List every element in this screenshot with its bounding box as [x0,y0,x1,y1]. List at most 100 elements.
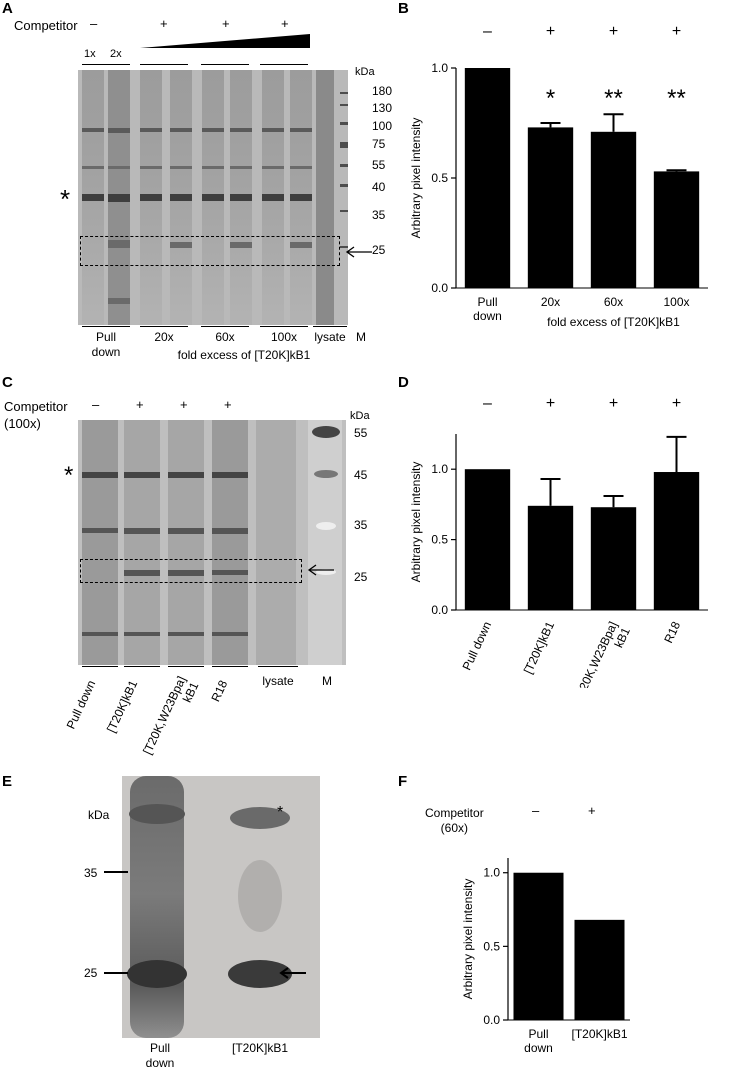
lane-bar [212,666,248,667]
bar [590,507,637,610]
lane-label-60x: 60x [215,330,235,344]
panel-letter-e: E [2,773,13,790]
marker-35-c: 35 [354,518,368,532]
sign-a-3: + [222,16,230,31]
lane-label-m-a: M [356,330,366,344]
y-tick-label: 0.5 [431,171,448,185]
panel-letter-a: A [2,0,13,17]
marker-100: 100 [372,119,393,133]
lane-bar [313,326,347,327]
y-tick-label: 0.0 [431,281,448,295]
marker-40: 40 [372,180,386,194]
competitor-label-c: Competitor (100x) [4,399,68,431]
panel-letter-c: C [2,374,13,391]
y-tick-label: 1.0 [483,866,500,880]
lane-label-pulldown-e: Pull down [145,1041,175,1070]
marker-tick-25 [104,972,128,974]
competitor-label-f: Competitor (60x) [425,806,484,835]
competitor-sign: + [672,23,681,40]
lane-bar [260,64,308,65]
star-marker-c: * [64,462,74,489]
bar [464,469,511,610]
bar [574,919,625,1020]
y-tick-label: 0.5 [483,939,500,953]
competitor-sign: – [483,23,492,40]
lane-label-20x: 20x [154,330,174,344]
marker-55: 55 [372,158,386,172]
sign-c-1: – [92,397,100,412]
lane-label-t20k-e: [T20K]kB1 [231,1041,289,1055]
kda-unit-c: kDa [350,410,370,422]
competitor-label-a: Competitor [14,18,78,33]
sign-a-2: + [160,16,168,31]
x-category-label: R18 [661,619,683,645]
marker-75: 75 [372,137,386,151]
panel-letter-d: D [398,374,409,391]
x-category-label: 60x [604,295,623,309]
lane-bar [140,326,188,327]
panel-letter-f: F [398,773,408,790]
loading-1x: 1x [84,48,96,60]
competitor-sign: – [483,395,492,412]
marker-45-c: 45 [354,468,368,482]
marker-180: 180 [372,84,393,98]
marker-35-e: 35 [84,866,98,880]
y-tick-label: 1.0 [431,61,448,75]
y-axis-label: Arbitrary pixel intensity [409,462,423,583]
significance-mark: * [546,85,555,112]
arrow-icon [279,967,306,979]
sign-a-1: – [90,16,98,31]
lane-label-100x: 100x [270,330,298,344]
sign-c-2: + [136,397,144,412]
competitor-sign: + [546,395,555,412]
bar [464,68,511,288]
x-axis-label: fold excess of [T20K]kB1 [547,315,680,329]
kda-unit-a: kDa [355,66,375,78]
concentration-wedge [140,34,310,48]
significance-mark: ** [604,85,623,112]
marker-tick-35 [104,871,128,873]
arrow-icon [345,246,372,258]
bar [653,171,700,288]
x-category-label: [T20K,W23Bpa]kB1 [572,619,633,688]
marker-35: 35 [372,208,386,222]
lane-label-m-c: M [322,674,332,688]
lane-bar [258,666,298,667]
sign-f-1: – [532,803,540,818]
x-category-label: Pull down [460,619,495,672]
marker-25-e: 25 [84,966,98,980]
lane-label-lysate-c: lysate [262,674,294,688]
marker-130: 130 [372,101,393,115]
star-marker-a: * [60,184,71,214]
bar-chart-b: – + + +0.0 0.5 1.0 Arbitrary pixel intensity Pu… [409,23,708,329]
lane-bar [124,666,160,667]
x-category-label: 100x [663,295,689,309]
bar [513,872,564,1020]
y-tick-label: 0.5 [431,533,448,547]
lane-bar [168,666,204,667]
competitor-sign: + [546,23,555,40]
y-tick-label: 0.0 [431,603,448,617]
gel-image-a [78,70,348,325]
sign-a-4: + [281,16,289,31]
gel-image-c [78,420,346,665]
lane-bar [140,64,188,65]
x-category-label: Pull down [473,295,502,323]
lane-bar [82,666,118,667]
lane-bar [260,326,308,327]
significance-mark: ** [667,85,686,112]
marker-55-c: 55 [354,426,368,440]
sign-c-3: + [180,397,188,412]
competitor-sign: + [609,395,618,412]
bar-chart-d: – + + +0.0 0.5 1.0 Arbitrary pixel intensity Pu… [409,395,708,688]
bar-chart-f: 0.0 0.5 1.0 Arbitrary pixel intensity Pull do… [461,858,630,1055]
kda-unit-e: kDa [88,808,110,822]
competitor-sign: + [672,395,681,412]
marker-25: 25 [372,243,386,257]
bar [527,127,574,289]
arrow-icon [307,564,334,576]
lane-bar [201,326,249,327]
x-category-label: 20x [541,295,560,309]
x-category-label: [T20K]kB1 [521,619,558,676]
band-highlight-c [80,559,302,583]
